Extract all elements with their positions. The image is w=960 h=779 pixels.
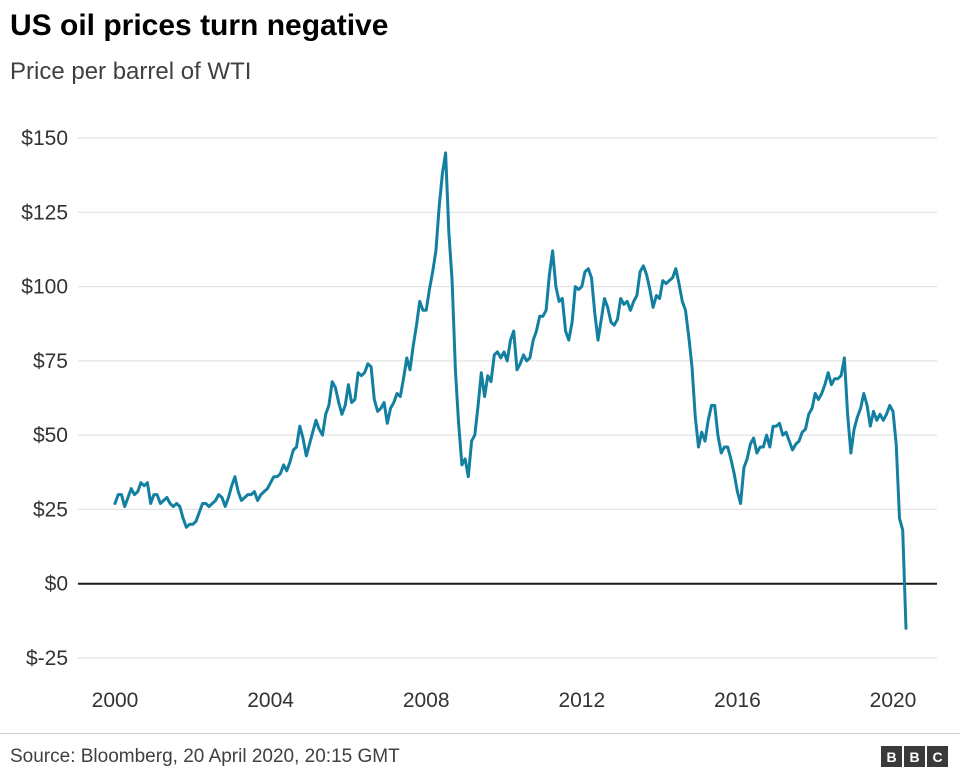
y-axis-label: $-25 [26, 647, 68, 670]
x-axis-label: 2004 [247, 689, 294, 712]
x-axis-label: 2012 [558, 689, 605, 712]
source-text: Source: Bloomberg, 20 April 2020, 20:15 … [10, 745, 400, 767]
footer: Source: Bloomberg, 20 April 2020, 20:15 … [0, 733, 960, 779]
x-axis-label: 2000 [92, 689, 139, 712]
y-axis-label: $25 [33, 498, 68, 521]
x-axis-label: 2016 [714, 689, 761, 712]
bbc-logo-block-b2: B [904, 746, 925, 767]
price-line-chart: $150 $125 $100 $75 $50 $25 $0 $-25 2000 2004 2008 2… [21, 127, 937, 712]
bbc-logo-block-b1: B [881, 746, 902, 767]
y-axis-label: $75 [33, 350, 68, 373]
y-axis-label: $150 [21, 127, 68, 150]
bbc-logo: B B C [881, 746, 948, 767]
y-axis-label: $0 [45, 573, 68, 596]
bbc-logo-block-c: C [927, 746, 948, 767]
wti-price-line [113, 151, 908, 630]
x-axis-label: 2008 [403, 689, 450, 712]
chart-area: $150 $125 $100 $75 $50 $25 $0 $-25 2000 2004 2008 2… [0, 100, 960, 732]
y-axis-label: $50 [33, 424, 68, 447]
chart-title: US oil prices turn negative [10, 9, 389, 42]
y-axis-label: $100 [21, 275, 68, 298]
y-axis-label: $125 [21, 201, 68, 224]
chart-subtitle: Price per barrel of WTI [10, 58, 252, 85]
x-axis-label: 2020 [870, 689, 917, 712]
